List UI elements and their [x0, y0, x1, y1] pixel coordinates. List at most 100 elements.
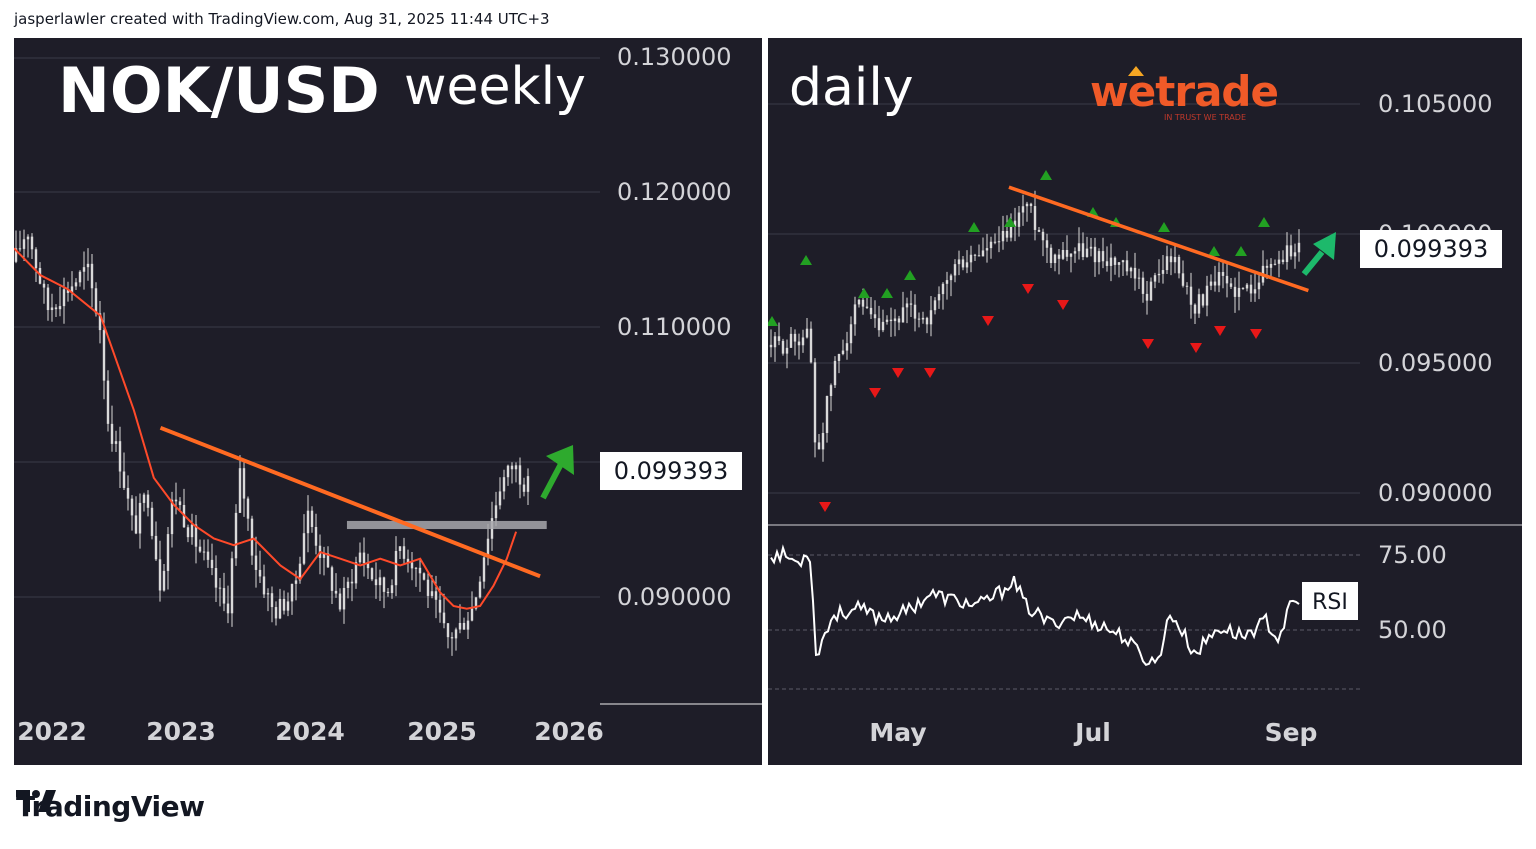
rsi-label: RSI — [1312, 590, 1348, 615]
candle-body — [1093, 246, 1097, 263]
candle-body — [238, 468, 242, 513]
candle-body — [1237, 287, 1241, 297]
year-tick: 2023 — [146, 717, 216, 746]
candle-body — [1217, 272, 1221, 286]
candle-body — [965, 262, 969, 268]
candle-body — [1197, 294, 1201, 314]
candle-body — [198, 546, 202, 552]
candle-body — [1101, 251, 1105, 262]
candle-body — [1021, 206, 1025, 213]
weekly-last-price-badge — [600, 452, 742, 490]
candle-body — [1249, 284, 1253, 294]
daily-chart-panel[interactable]: daily wetrade IN TRUST WE TRADE 0.105000… — [768, 38, 1522, 765]
weekly-support-zone — [346, 520, 547, 530]
candle-body — [514, 465, 518, 470]
candle-body — [1213, 281, 1217, 286]
candle-body — [1165, 256, 1169, 271]
candle-body — [781, 340, 785, 354]
candle-body — [877, 318, 881, 331]
pivot-low-marker — [819, 502, 831, 512]
candle-body — [1065, 249, 1069, 257]
logo-roof-icon — [1128, 66, 1144, 76]
candle-body — [1177, 256, 1181, 274]
candle-body — [1125, 260, 1129, 272]
candle-body — [1257, 282, 1261, 290]
pivot-low-marker — [1214, 326, 1226, 336]
candle-body — [1049, 247, 1053, 264]
candle-body — [817, 442, 821, 450]
candle-body — [769, 344, 773, 348]
candle-body — [813, 362, 817, 443]
candle-body — [306, 510, 310, 534]
candle-body — [262, 576, 266, 595]
candle-body — [929, 310, 933, 325]
candle-body — [1001, 230, 1005, 242]
pivot-high-marker — [1208, 246, 1220, 256]
candle-body — [865, 306, 869, 308]
candle-body — [110, 423, 114, 444]
candle-body — [1141, 277, 1145, 294]
candle-body — [889, 319, 893, 322]
candle-body — [957, 259, 961, 265]
candle-body — [390, 585, 394, 594]
candle-body — [945, 280, 949, 284]
candle-body — [1105, 261, 1109, 266]
weekly-timeframe-label: weekly — [404, 57, 586, 117]
candle-body — [1221, 272, 1225, 276]
candle-body — [1297, 242, 1301, 253]
candle-body — [290, 583, 294, 602]
candle-body — [410, 562, 414, 569]
candle-body — [1041, 231, 1045, 241]
candle-body — [446, 623, 450, 638]
candle-body — [230, 558, 234, 614]
candle-body — [1145, 293, 1149, 301]
weekly-chart-svg[interactable]: NOK/USD weekly 0.130000 0.120000 0.11000… — [14, 38, 762, 765]
year-tick: 2025 — [407, 717, 477, 746]
candle-body — [841, 350, 845, 354]
candle-body — [450, 637, 454, 639]
candle-body — [793, 333, 797, 342]
candle-body — [913, 304, 917, 319]
candle-body — [993, 241, 997, 243]
candle-body — [1149, 281, 1153, 301]
candle-body — [837, 353, 841, 361]
weekly-chart-panel[interactable]: NOK/USD weekly 0.130000 0.120000 0.11000… — [14, 38, 762, 765]
candle-body — [1029, 203, 1033, 207]
candle-body — [893, 318, 897, 322]
candle-body — [278, 598, 282, 619]
wetrade-logo: wetrade IN TRUST WE TRADE — [1090, 66, 1279, 122]
month-tick: Sep — [1265, 718, 1318, 747]
pivot-low-marker — [982, 316, 994, 326]
tradingview-logo[interactable]: TradingView — [16, 790, 205, 823]
candle-body — [1265, 265, 1269, 268]
candle-body — [1205, 285, 1209, 306]
candle-body — [334, 590, 338, 594]
candle-body — [426, 579, 430, 596]
candle-body — [70, 286, 74, 293]
candle-body — [973, 254, 977, 256]
pivot-high-marker — [1040, 170, 1052, 180]
daily-chart-svg[interactable]: daily wetrade IN TRUST WE TRADE 0.105000… — [768, 38, 1522, 765]
candle-body — [1193, 304, 1197, 314]
candle-body — [374, 579, 378, 586]
pivot-high-marker — [800, 255, 812, 265]
candle-body — [286, 601, 290, 611]
price-tick: 0.120000 — [617, 178, 732, 206]
candle-body — [985, 248, 989, 251]
candle-body — [997, 241, 1001, 243]
candle-body — [226, 603, 230, 614]
candle-body — [1009, 220, 1013, 238]
candle-body — [358, 552, 362, 563]
candle-body — [82, 267, 86, 272]
candle-body — [194, 524, 198, 547]
candle-body — [937, 294, 941, 301]
rsi-tick: 75.00 — [1378, 541, 1447, 569]
candle-body — [398, 546, 402, 552]
candle-body — [829, 385, 833, 396]
weekly-up-arrow-icon — [540, 445, 574, 500]
daily-timeframe-label: daily — [789, 58, 914, 118]
daily-candles — [769, 190, 1301, 462]
candle-body — [1269, 264, 1273, 268]
candle-body — [310, 510, 314, 527]
candle-body — [438, 599, 442, 613]
